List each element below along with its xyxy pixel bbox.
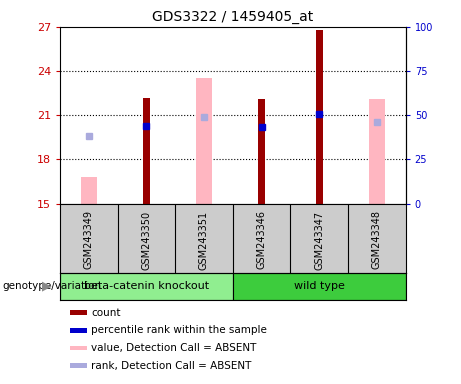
- Bar: [60, 273, 233, 300]
- Bar: [143, 98, 150, 204]
- Text: GSM243346: GSM243346: [257, 210, 266, 270]
- Bar: [70, 310, 87, 315]
- Text: value, Detection Call = ABSENT: value, Detection Call = ABSENT: [91, 343, 256, 353]
- Text: genotype/variation: genotype/variation: [2, 281, 101, 291]
- Text: rank, Detection Call = ABSENT: rank, Detection Call = ABSENT: [91, 361, 251, 371]
- Text: wild type: wild type: [294, 281, 345, 291]
- Bar: [70, 328, 87, 333]
- Bar: [233, 273, 406, 300]
- Text: GSM243348: GSM243348: [372, 210, 382, 270]
- Text: GSM243351: GSM243351: [199, 210, 209, 270]
- Text: GSM243349: GSM243349: [84, 210, 94, 270]
- Text: GSM243350: GSM243350: [142, 210, 151, 270]
- Bar: [258, 99, 265, 204]
- Text: ▶: ▶: [41, 280, 51, 293]
- Text: count: count: [91, 308, 120, 318]
- Bar: [81, 177, 97, 204]
- Text: percentile rank within the sample: percentile rank within the sample: [91, 325, 267, 335]
- Bar: [369, 99, 385, 204]
- Bar: [196, 78, 212, 204]
- Bar: [316, 30, 323, 204]
- Text: beta-catenin knockout: beta-catenin knockout: [84, 281, 209, 291]
- Text: GSM243347: GSM243347: [314, 210, 324, 270]
- Bar: [70, 346, 87, 350]
- Bar: [70, 363, 87, 368]
- Title: GDS3322 / 1459405_at: GDS3322 / 1459405_at: [152, 10, 313, 25]
